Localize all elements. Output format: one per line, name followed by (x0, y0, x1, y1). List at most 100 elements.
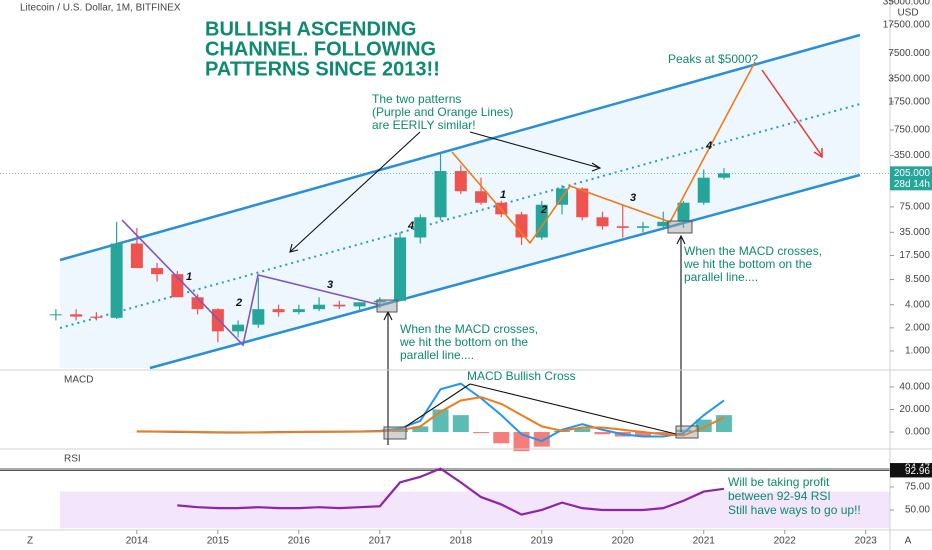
annotation: Peaks at $5000? (668, 52, 758, 66)
histogram-bar (635, 432, 652, 437)
price-tag-label: 205.000 (894, 168, 931, 179)
candle-body (70, 314, 83, 317)
wave-label: 1 (500, 189, 506, 201)
annotation: we hit the bottom on the (399, 335, 528, 349)
candle-body (232, 324, 245, 332)
y-tick-label: 4.000 (905, 299, 930, 310)
histogram-bar (655, 432, 672, 435)
x-tick-label: 2015 (207, 536, 230, 547)
purple-pattern (121, 219, 381, 347)
candle-body (576, 188, 589, 218)
headline: PATTERNS SINCE 2013!! (205, 58, 440, 80)
x-tick-label: 2017 (369, 536, 392, 547)
rsi-title: RSI (64, 454, 81, 465)
candle-body (292, 309, 305, 313)
channel-mid (59, 103, 861, 329)
rsi-line (177, 467, 725, 516)
candle-body (373, 300, 386, 303)
candle-body (394, 237, 407, 301)
histogram-bar (574, 428, 591, 433)
candle-body (49, 314, 62, 316)
annotation: (Purple and Orange Lines) (372, 105, 513, 119)
red-arrow (761, 69, 823, 157)
corner-label: A (905, 536, 912, 547)
macd-line (136, 396, 725, 437)
y-tick-label: 20.000 (899, 404, 930, 415)
macd-title: MACD (64, 375, 93, 386)
candle-body (657, 221, 670, 227)
x-tick-label: 2014 (126, 536, 149, 547)
candle-body (211, 309, 224, 332)
candle-body (151, 268, 164, 275)
y-tick-label: 17500.000 (883, 20, 931, 31)
histogram-bar (675, 429, 692, 433)
wave-label: 4 (705, 140, 712, 152)
x-tick-label: 2020 (612, 536, 635, 547)
arrows (289, 131, 686, 445)
wave-label: 1 (186, 271, 192, 283)
y-tick-label: 750.000 (894, 125, 931, 136)
annotation: parallel line.... (684, 270, 758, 284)
wave-label: 3 (630, 192, 636, 204)
x-tick-label: 2023 (855, 536, 878, 547)
candle-body (414, 217, 427, 238)
x-tick-label: 2021 (693, 536, 716, 547)
x-tick-label: 2016 (288, 536, 311, 547)
x-tick-label: 2019 (531, 536, 554, 547)
headline: CHANNEL. FOLLOWING (205, 38, 436, 60)
y-tick-label: 40.000 (899, 382, 930, 393)
headline: BULLISH ASCENDING (205, 18, 416, 40)
level-tag (890, 466, 932, 478)
y-tick-label: 50.00 (905, 505, 930, 516)
candle-body (90, 316, 103, 318)
candle-body (252, 309, 265, 325)
y-tick-label: 35000.000 (883, 0, 931, 7)
candle-body (717, 173, 730, 178)
wave-label: 2 (235, 297, 242, 309)
chart-title: Litecoin / U.S. Dollar, 1M, BITFINEX (20, 3, 181, 14)
orange-pattern (451, 61, 756, 245)
histogram-bar (412, 426, 429, 433)
wave-label: 4 (407, 220, 414, 232)
y-tick-label: 7500.000 (888, 48, 930, 59)
candle-body (677, 202, 690, 222)
wave-label: 3 (327, 279, 333, 291)
candle-body (596, 217, 609, 227)
wave-label: 2 (540, 204, 547, 216)
x-tick-label: 2022 (774, 536, 797, 547)
y-tick-label: 75.00 (905, 482, 930, 493)
candle-body (313, 304, 326, 310)
y-tick-label: 0.000 (905, 427, 930, 438)
candle-body (130, 243, 143, 269)
annotation: between 92-94 RSI (728, 489, 831, 503)
channel-upper (59, 33, 861, 262)
y-tick-label: 3500.000 (888, 73, 930, 84)
y-tick-label: 35.000 (899, 227, 930, 238)
candle-body (454, 170, 467, 192)
histogram-bar (594, 432, 611, 435)
y-tick-label: 8.500 (905, 274, 930, 285)
y-tick-label: 350.000 (894, 150, 931, 161)
candle-body (475, 191, 488, 203)
annotation: are EERILY similar! (372, 118, 476, 132)
histogram-bar (493, 432, 510, 444)
annotation: When the MACD crosses, (400, 322, 538, 336)
red-arrow-head (813, 148, 823, 159)
candle-body (272, 309, 285, 313)
histogram-bar (513, 432, 530, 452)
y-tick-label: 2.000 (905, 322, 930, 333)
plot (0, 153, 890, 529)
annotation: MACD Bullish Cross (467, 369, 576, 383)
candle-body (353, 302, 366, 307)
annotation: When the MACD crosses, (684, 244, 822, 258)
annotation: Will be taking profit (728, 475, 830, 489)
annotation: The two patterns (372, 92, 461, 106)
candle-body (616, 226, 629, 228)
channel-lower (149, 173, 861, 370)
y-tick-label: 17.500 (899, 250, 930, 261)
candle-body (191, 297, 204, 310)
highlight-boxes (376, 220, 699, 440)
candle-body (697, 177, 710, 203)
candle-body (515, 214, 528, 238)
